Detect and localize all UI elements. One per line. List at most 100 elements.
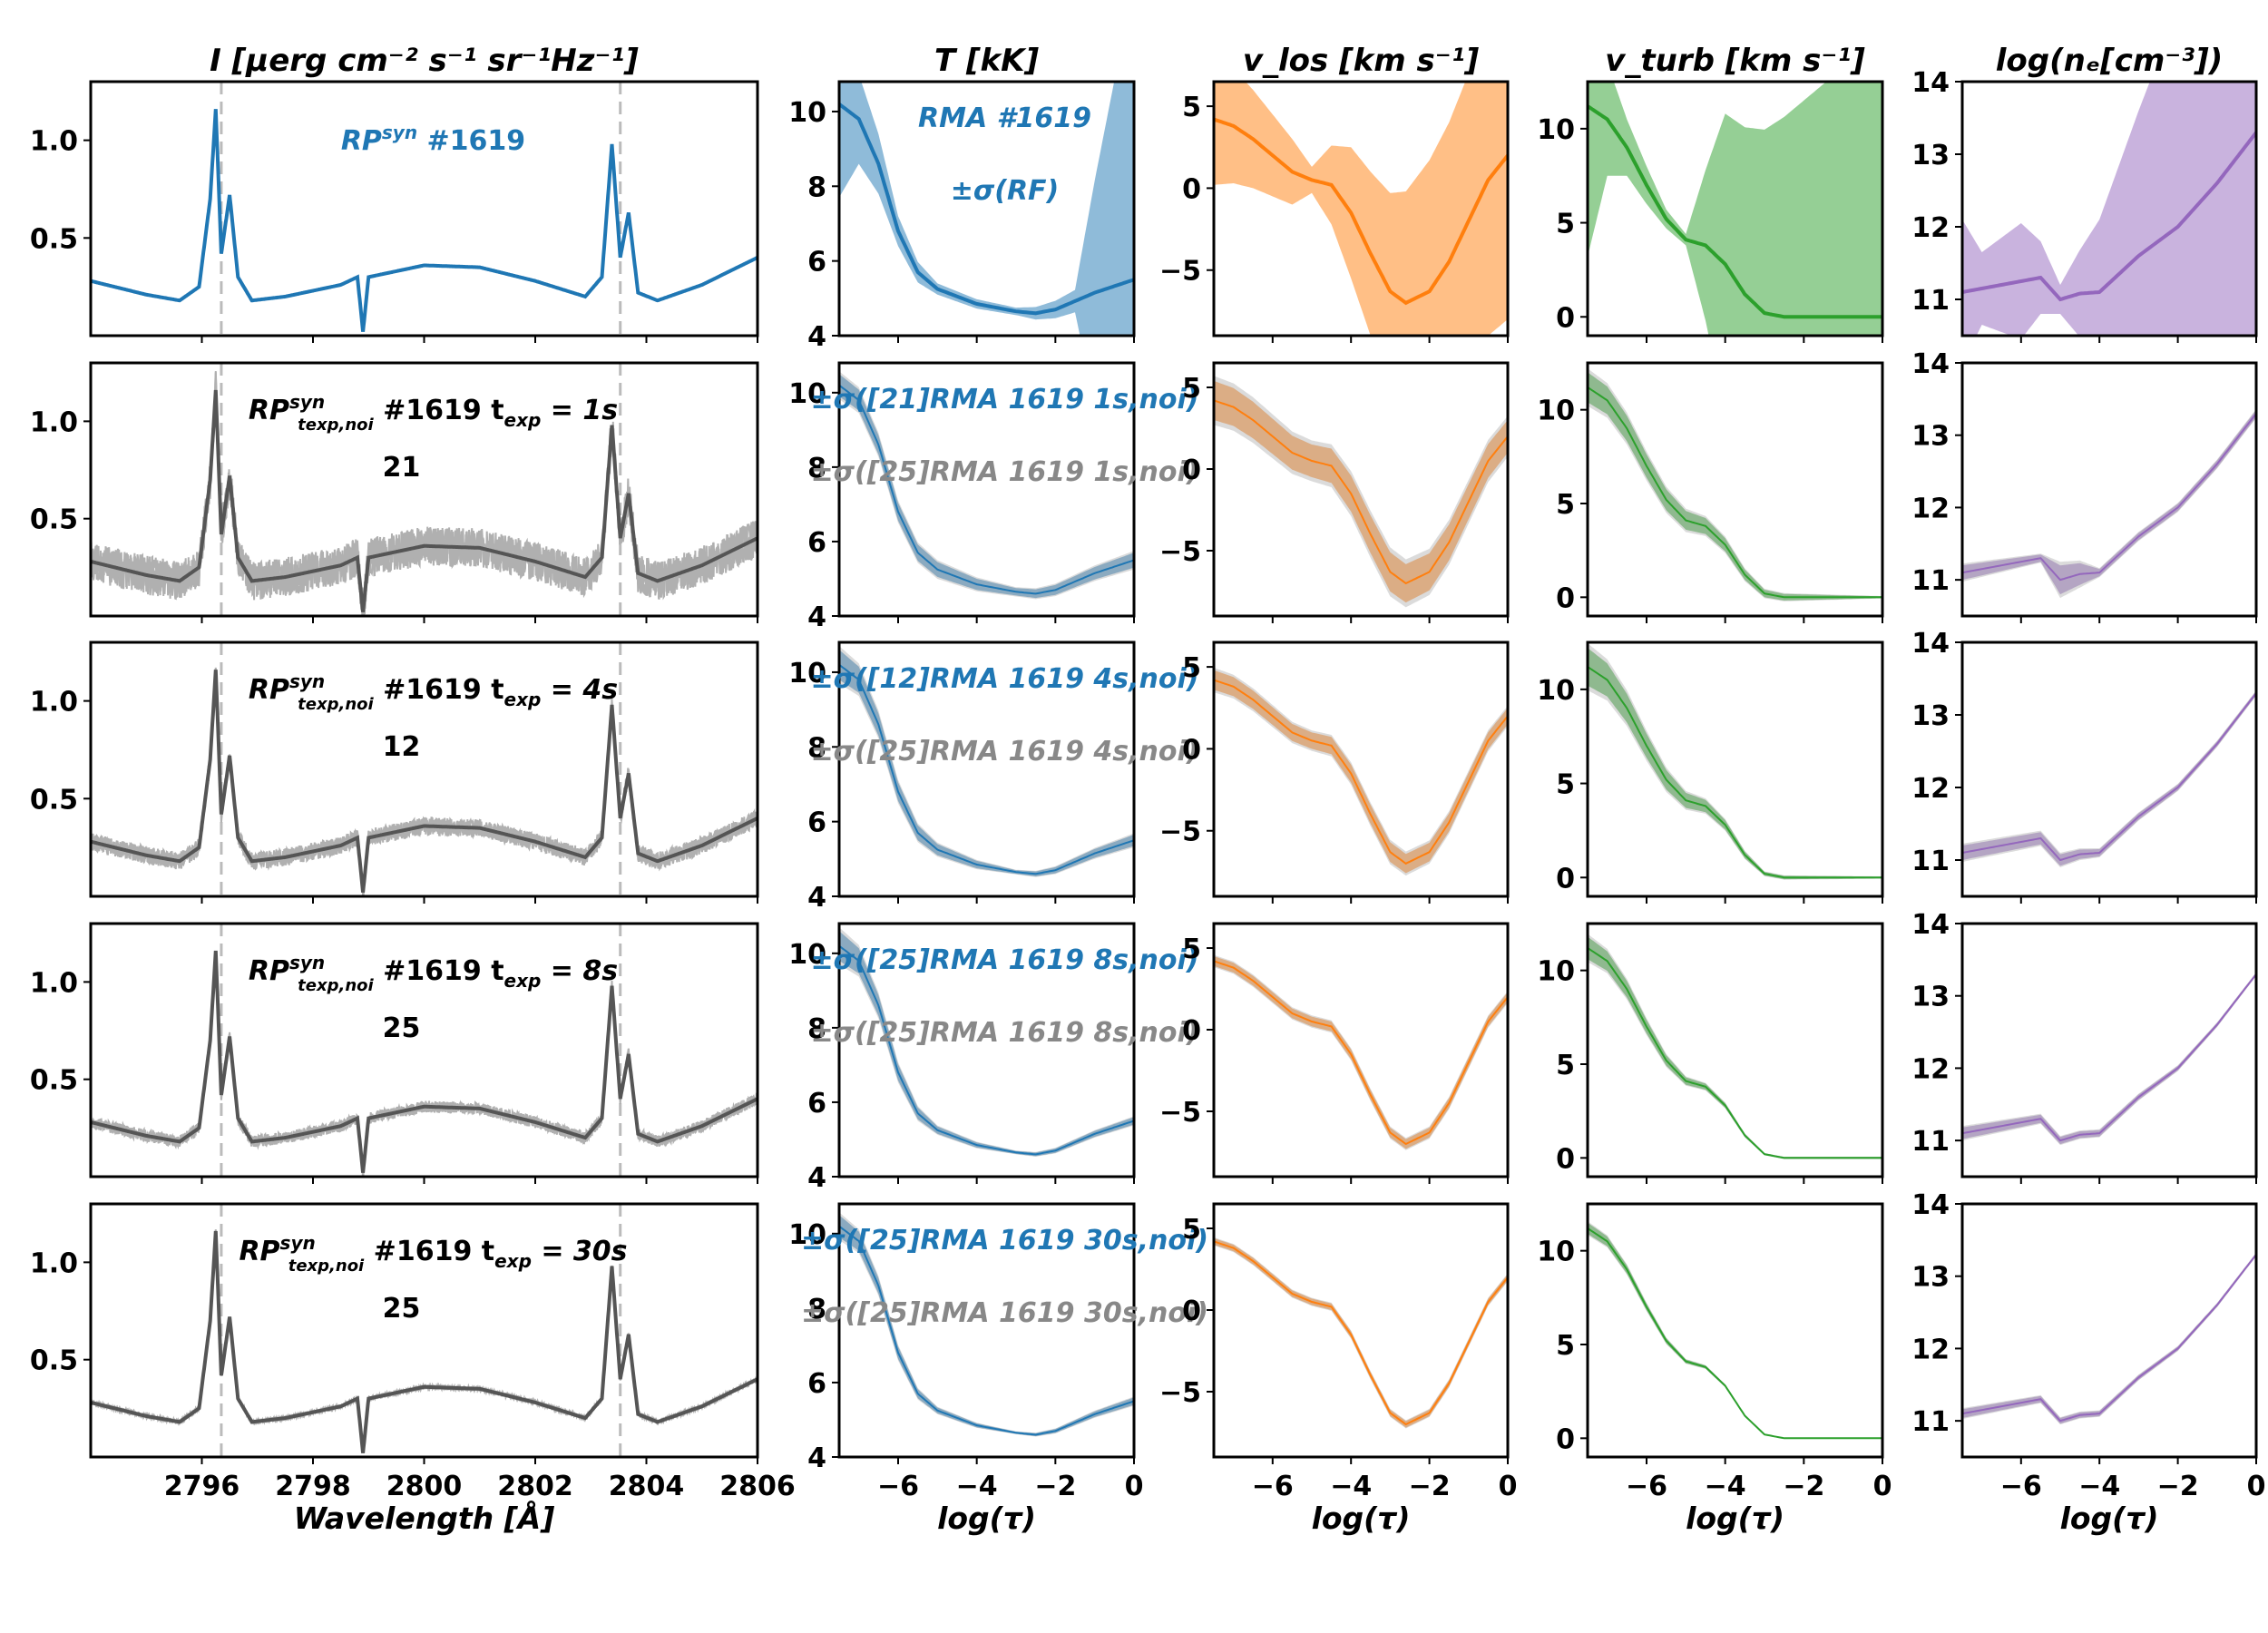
y-tick-label: 4 xyxy=(807,1162,826,1194)
y-tick-label: 13 xyxy=(1911,140,1950,171)
panel: 11 12 13 14 xyxy=(1911,348,2258,623)
y-tick-label: 10 xyxy=(1537,396,1575,427)
uncertainty-band xyxy=(1214,670,1508,874)
label-rest: #1619 t xyxy=(374,674,504,706)
x-tick-label: 2802 xyxy=(497,1471,573,1502)
x-axis-label: Wavelength [Å] xyxy=(294,1500,555,1536)
panel: 0 5 10 xyxy=(1537,80,1884,343)
y-tick-label: 12 xyxy=(1911,1053,1950,1085)
x-tick-label: −2 xyxy=(1034,1471,1076,1502)
x-tick-label: −4 xyxy=(956,1471,998,1502)
panel-plot-area xyxy=(91,924,758,1177)
label-main: RP xyxy=(249,674,289,706)
label-tail: = 30s xyxy=(532,1236,628,1267)
panel: −5 0 5 −6 −4 −2 0 xyxy=(1159,1202,1518,1502)
panel-plot-area xyxy=(91,82,758,336)
panel: 0.5 1.0 2796 2798 2800 2802 2804 2806 RPsyn texp,… xyxy=(30,1202,796,1502)
y-tick-label: 0 xyxy=(1182,173,1201,205)
panel: 11 12 13 14 xyxy=(1911,909,2258,1184)
mean-profile xyxy=(839,384,1134,595)
reference-band xyxy=(839,927,1134,1157)
y-tick-label: 5 xyxy=(1182,373,1201,405)
panel: 0 5 10 xyxy=(1537,361,1884,623)
y-tick-label: 12 xyxy=(1911,212,1950,244)
x-tick-label: −6 xyxy=(877,1471,919,1502)
mean-profile xyxy=(839,1225,1134,1436)
intensity-profile xyxy=(91,670,758,893)
intensity-profile xyxy=(91,950,758,1173)
label-rest: #1619 t xyxy=(374,395,504,426)
y-tick-label: 10 xyxy=(1537,114,1575,146)
panel-plot-area xyxy=(91,1204,758,1457)
panel-plot-area xyxy=(1588,934,1882,1159)
column-title: I [μerg cm⁻² s⁻¹ sr⁻¹Hz⁻¹] xyxy=(210,43,639,79)
uncertainty-band xyxy=(1214,956,1508,1149)
y-tick-label: 10 xyxy=(788,658,826,689)
panel: −5 0 5 xyxy=(1159,361,1510,623)
y-tick-label: 14 xyxy=(1911,348,1950,380)
panel-plot-area xyxy=(91,363,758,616)
panel-frame xyxy=(837,640,1136,898)
y-tick-label: 5 xyxy=(1182,1214,1201,1246)
y-tick-label: 8 xyxy=(807,453,826,484)
y-tick-label: 0.5 xyxy=(30,1065,78,1097)
y-tick-label: 8 xyxy=(807,732,826,764)
row-label: RPsyn texp,noi #1619 texp = 1s xyxy=(249,391,618,435)
panel-frame xyxy=(1212,1202,1510,1459)
uncertainty-band xyxy=(1214,82,1508,336)
label-sub: texp,noi xyxy=(288,1257,365,1276)
y-tick-label: 0 xyxy=(1556,582,1575,614)
x-tick-label: 0 xyxy=(2247,1471,2266,1502)
y-tick-label: 6 xyxy=(807,1088,826,1120)
label-sup: syn xyxy=(382,122,417,143)
mean-profile xyxy=(839,663,1134,875)
label-sub2: exp xyxy=(504,970,542,992)
uncertainty-band xyxy=(1588,82,1882,336)
panel: 0.5 1.0 RPsyn texp,noi #1619 texp = 8s 25 xyxy=(30,922,759,1184)
y-tick-label: 1.0 xyxy=(30,406,78,438)
reference-band xyxy=(1588,643,1882,880)
reference-band xyxy=(1962,408,2256,599)
panel-frame xyxy=(1212,640,1510,898)
panel: 11 12 13 14 −6 −4 −2 0 xyxy=(1911,1189,2265,1502)
panel: −5 0 5 xyxy=(1159,922,1510,1184)
mean-profile xyxy=(1962,692,2256,862)
y-tick-label: −5 xyxy=(1159,536,1201,568)
x-tick-label: 0 xyxy=(1873,1471,1892,1502)
panel-frame xyxy=(1586,922,1884,1178)
label-sub: texp,noi xyxy=(298,416,374,435)
y-tick-label: 14 xyxy=(1911,909,1950,941)
x-tick-label: 0 xyxy=(1499,1471,1518,1502)
y-tick-label: 12 xyxy=(1911,1334,1950,1365)
panel: −5 0 5 xyxy=(1159,640,1510,904)
panel: −5 0 5 xyxy=(1159,80,1510,343)
panel-plot-area xyxy=(1962,82,2256,336)
y-tick-label: 0 xyxy=(1556,302,1575,334)
column-title: v_los [km s⁻¹] xyxy=(1243,43,1480,79)
label-tail: = 4s xyxy=(541,674,618,706)
panel-plot-area xyxy=(1214,1237,1508,1429)
intensity-profile xyxy=(91,389,758,612)
y-tick-label: −5 xyxy=(1159,816,1201,848)
panel-plot-area xyxy=(839,82,1134,336)
panel-frame xyxy=(1586,640,1884,898)
mean-profile xyxy=(1588,666,1882,879)
band-annotation: ±σ(RF) xyxy=(951,175,1060,207)
mean-profile xyxy=(1214,960,1508,1146)
x-tick-label: −4 xyxy=(1330,1471,1372,1502)
y-tick-label: 4 xyxy=(807,321,826,353)
uncertainty-band xyxy=(1962,82,2256,336)
realization-count: 12 xyxy=(383,731,421,763)
column-title: T [kK] xyxy=(934,43,1040,79)
label-sup: syn xyxy=(289,391,325,413)
mean-profile xyxy=(1588,386,1882,599)
x-tick-label: 0 xyxy=(1125,1471,1144,1502)
y-tick-label: 13 xyxy=(1911,1262,1950,1294)
y-tick-label: 6 xyxy=(807,807,826,839)
row-label: RPsyn texp,noi #1619 texp = 4s xyxy=(249,670,618,714)
panel-plot-area xyxy=(91,642,758,896)
y-tick-label: 5 xyxy=(1182,92,1201,123)
